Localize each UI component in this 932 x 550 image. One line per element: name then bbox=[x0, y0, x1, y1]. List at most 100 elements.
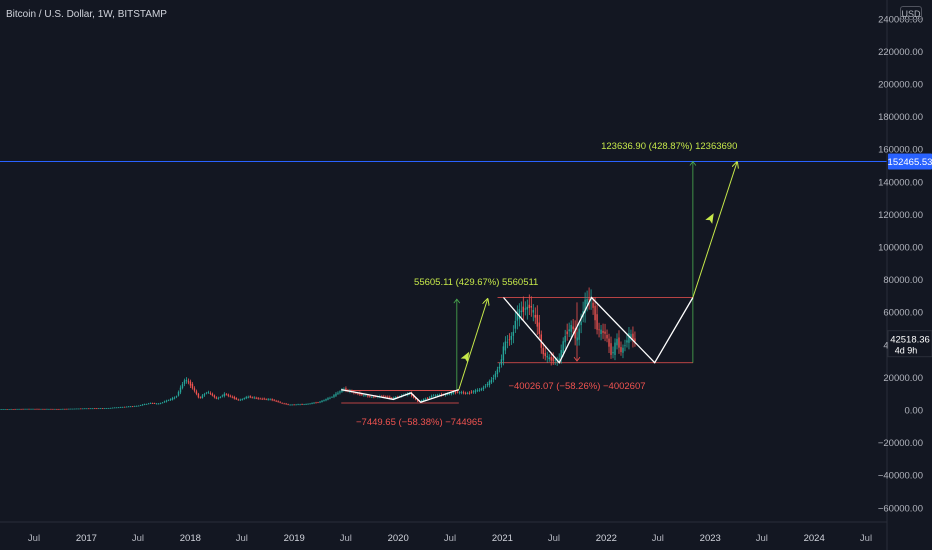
candle-body bbox=[36, 408, 38, 410]
candle-body bbox=[468, 392, 471, 394]
candle-body bbox=[261, 398, 263, 400]
price-tick-label: −40000.00 bbox=[878, 471, 923, 482]
candle-body bbox=[229, 395, 232, 397]
candle-body bbox=[257, 397, 259, 399]
candle-body bbox=[88, 408, 90, 410]
zigzag-pattern-2[interactable] bbox=[503, 296, 694, 364]
candle-body bbox=[337, 392, 339, 394]
candle-body bbox=[522, 306, 525, 312]
candle-body bbox=[215, 397, 218, 399]
candle-body bbox=[193, 388, 196, 391]
candle-body bbox=[470, 391, 473, 393]
zigzag-pattern-1[interactable] bbox=[341, 388, 460, 403]
price-tick-label: 60000.00 bbox=[883, 308, 923, 319]
candle-body bbox=[560, 350, 562, 359]
candle-body bbox=[141, 404, 144, 406]
horizontal-line-price-text: 152465.53 bbox=[888, 157, 932, 168]
candle-body bbox=[558, 358, 560, 361]
candle-body bbox=[393, 397, 395, 399]
candle-body bbox=[287, 403, 289, 405]
candle-body bbox=[259, 398, 261, 400]
candle-body bbox=[78, 408, 80, 410]
symbol-title: Bitcoin / U.S. Dollar, 1W, BITSTAMP bbox=[6, 9, 167, 20]
candle-body bbox=[518, 309, 521, 320]
candle-body bbox=[183, 380, 186, 384]
candle-body bbox=[395, 397, 397, 399]
time-tick-label: Jul bbox=[28, 533, 40, 544]
candle-body bbox=[66, 408, 68, 410]
candle-body bbox=[285, 403, 287, 405]
candle-body bbox=[606, 334, 608, 339]
candle-body bbox=[255, 397, 257, 399]
candle-body bbox=[299, 404, 301, 406]
candle-body bbox=[550, 356, 552, 361]
candle-body bbox=[373, 396, 375, 398]
candle-body bbox=[578, 328, 580, 340]
candle-body bbox=[562, 341, 564, 354]
candle-body bbox=[90, 408, 92, 410]
candle-body bbox=[446, 393, 449, 395]
candle-body bbox=[225, 394, 228, 396]
candle-body bbox=[133, 406, 136, 407]
candle-body bbox=[293, 404, 295, 406]
candle-body bbox=[632, 333, 634, 341]
candle-body bbox=[516, 313, 519, 321]
projection-arrow-1[interactable] bbox=[458, 299, 488, 390]
candle-body bbox=[634, 338, 636, 342]
candle-body bbox=[281, 402, 283, 404]
time-axis[interactable]: Jul 2017 Jul 2018 Jul 2019 Jul 2020 Jul 2021 Jul 20… bbox=[28, 533, 872, 544]
candle-body bbox=[412, 395, 415, 398]
candle-body bbox=[201, 395, 204, 398]
candle-body bbox=[70, 408, 72, 410]
candle-body bbox=[114, 407, 116, 409]
candle-body bbox=[68, 408, 70, 410]
candle-body bbox=[387, 396, 389, 398]
candle-body bbox=[520, 310, 523, 313]
price-tick-label: 220000.00 bbox=[878, 47, 923, 58]
candle-body bbox=[496, 369, 499, 375]
candle-body bbox=[462, 392, 465, 394]
candle-body bbox=[267, 399, 269, 400]
candle-body bbox=[600, 329, 602, 335]
candle-body bbox=[277, 401, 279, 403]
candle-body bbox=[315, 402, 317, 404]
candle-body bbox=[131, 406, 134, 408]
candle-body bbox=[295, 404, 297, 406]
candle-body bbox=[307, 403, 309, 405]
candle-body bbox=[173, 397, 176, 399]
candle-body bbox=[231, 396, 234, 398]
candle-body bbox=[620, 347, 622, 353]
currency-button[interactable]: USD bbox=[900, 6, 922, 20]
candle-body bbox=[564, 335, 566, 343]
candle-body bbox=[108, 408, 110, 409]
candle-body bbox=[466, 392, 469, 394]
candle-body bbox=[199, 397, 202, 399]
candle-body bbox=[275, 400, 277, 402]
candle-body bbox=[38, 408, 40, 410]
candle-body bbox=[323, 400, 325, 402]
time-tick-label: 2018 bbox=[180, 533, 201, 544]
candle-body bbox=[536, 314, 538, 327]
candle-body bbox=[542, 348, 544, 355]
candle-body bbox=[454, 391, 457, 393]
candle-body bbox=[197, 393, 200, 398]
candle-body bbox=[414, 397, 417, 400]
projection-arrow-2[interactable] bbox=[692, 162, 737, 298]
candle-body bbox=[121, 406, 124, 408]
candle-body bbox=[94, 408, 96, 410]
candle-body bbox=[96, 408, 98, 410]
candle-body bbox=[361, 393, 363, 395]
candle-body bbox=[305, 404, 307, 405]
candle-body bbox=[271, 399, 273, 401]
candle-body bbox=[247, 396, 249, 398]
candle-body bbox=[86, 408, 88, 410]
candle-body bbox=[163, 401, 166, 403]
candle-body bbox=[16, 408, 18, 410]
candle-body bbox=[116, 407, 118, 409]
candle-body bbox=[161, 402, 164, 404]
candle-body bbox=[30, 408, 32, 410]
candle-body bbox=[217, 397, 220, 399]
candle-body bbox=[34, 408, 36, 410]
